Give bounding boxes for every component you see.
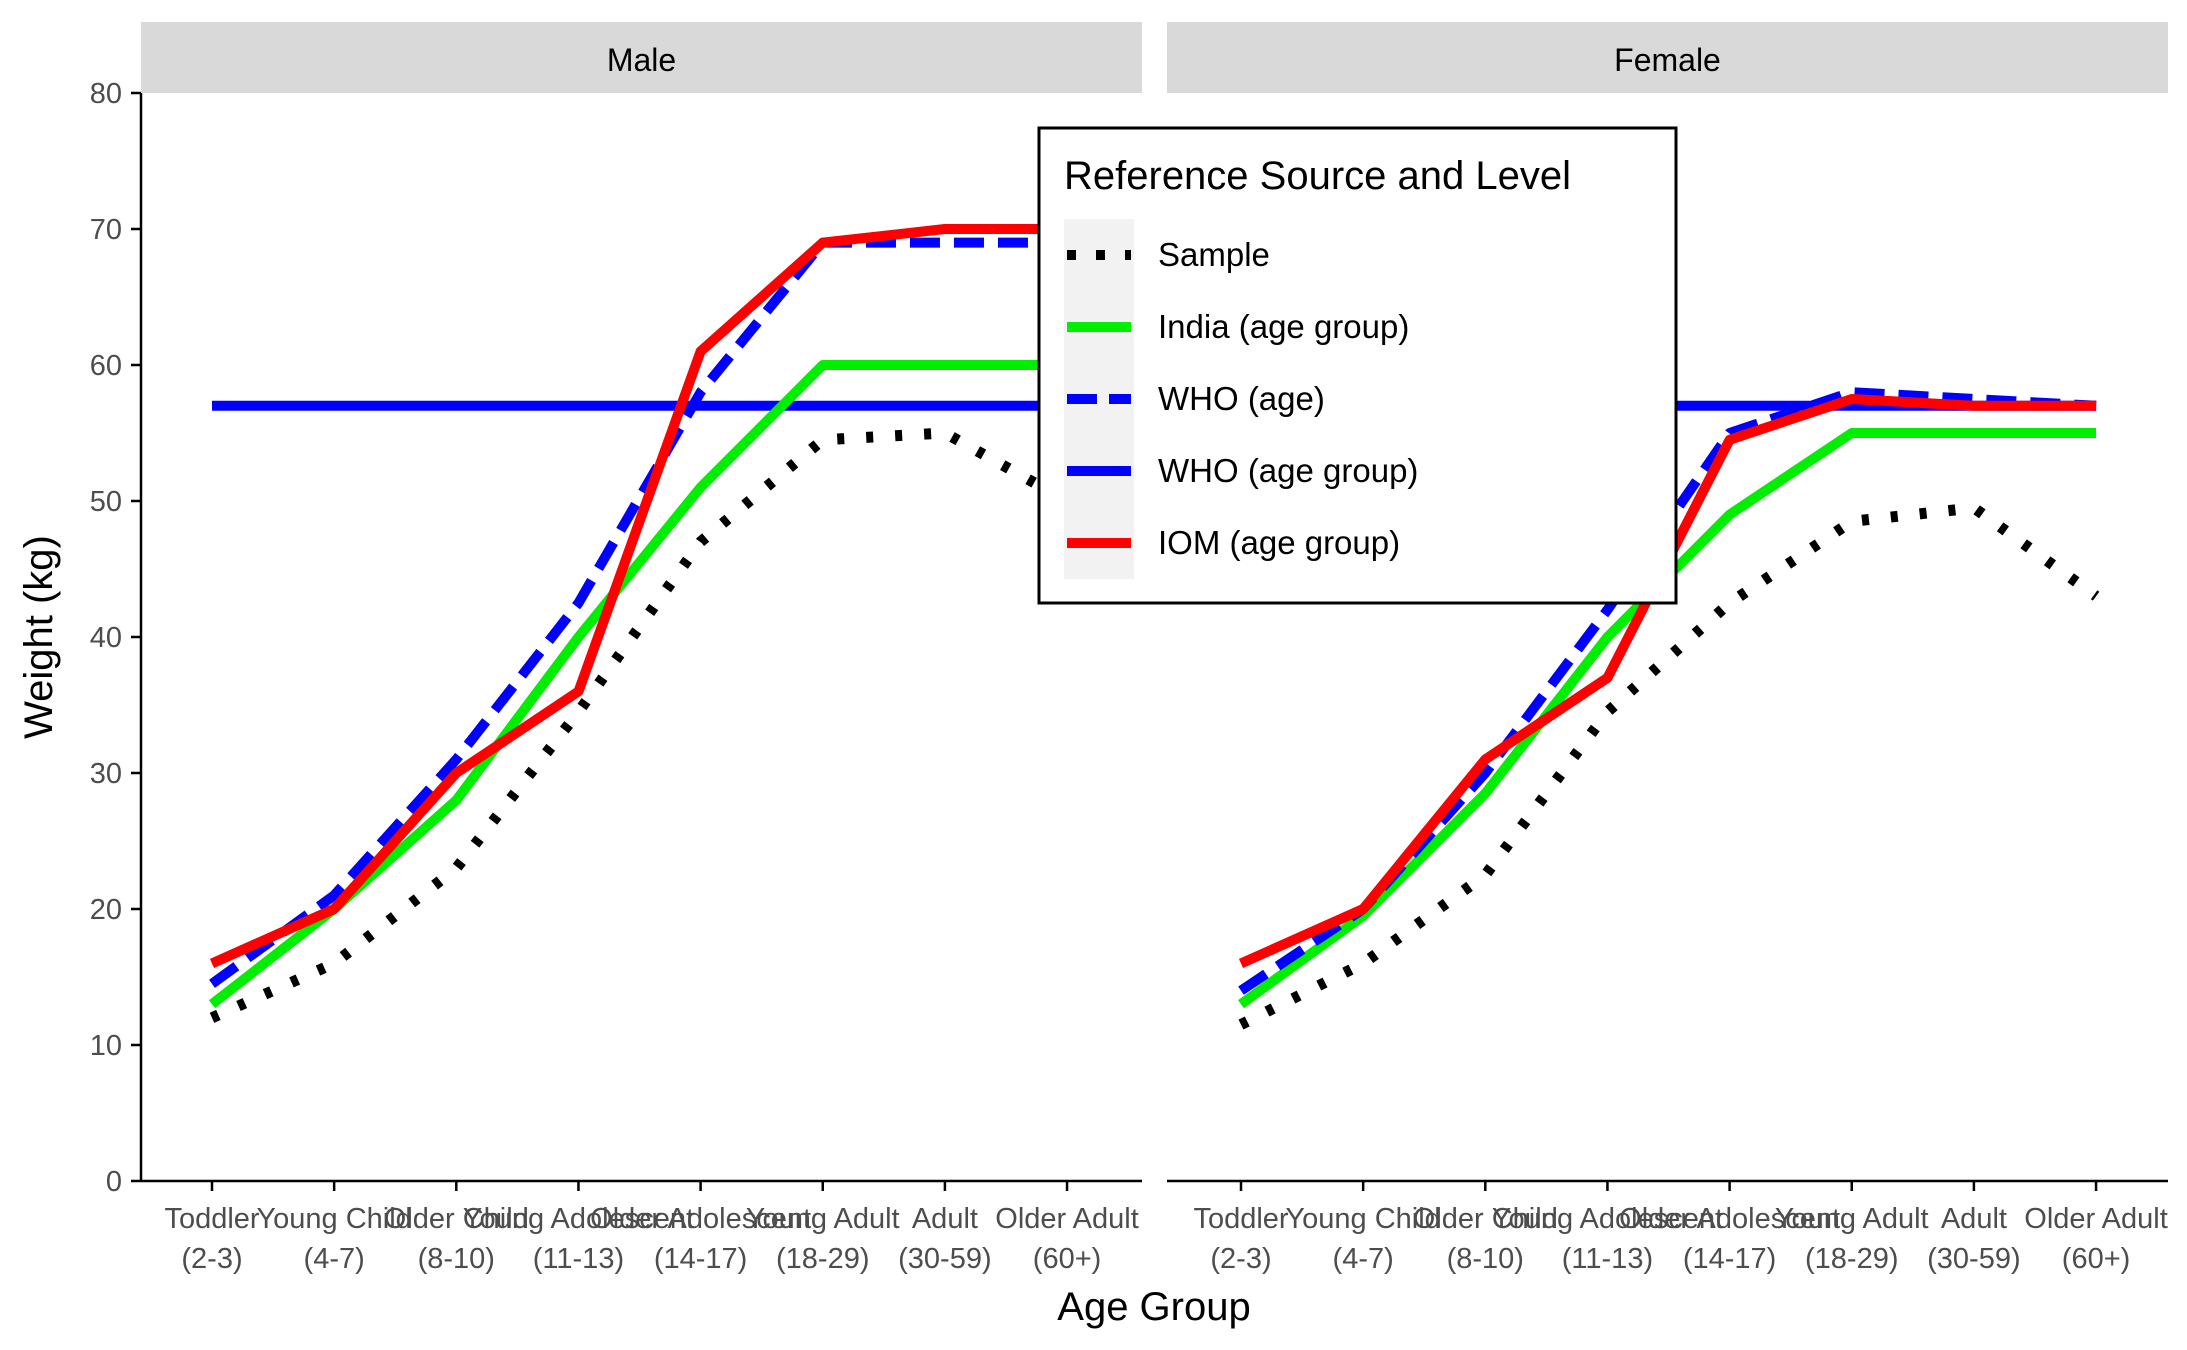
y-tick-label: 60 — [90, 350, 122, 382]
x-tick-label: Older Child — [1413, 1203, 1558, 1235]
x-tick-label: Adult — [1941, 1203, 2007, 1235]
series-line-female-sample — [1238, 502, 2100, 1030]
legend-label: Sample — [1158, 236, 1270, 273]
series-line-male-who-age — [209, 237, 1068, 988]
x-tick-label-range: (14-17) — [654, 1243, 748, 1275]
x-tick-label: Older Adult — [995, 1203, 1138, 1235]
y-tick-label: 20 — [90, 894, 122, 926]
x-tick-label-range: (4-7) — [304, 1243, 365, 1275]
x-tick-label-range: (8-10) — [1447, 1243, 1524, 1275]
x-tick-label: Young Adult — [746, 1203, 900, 1235]
panel-strip-male: Male — [141, 22, 1142, 93]
legend-entries: Sample India (age group) WHO (age) WHO (age… — [1067, 236, 1418, 561]
x-tick-label: Toddler — [1193, 1203, 1288, 1235]
panel-strip-female: Female — [1167, 22, 2168, 93]
x-tick-label: Older Adolescent — [590, 1203, 811, 1235]
x-tick-label-range: (8-10) — [418, 1243, 495, 1275]
legend-label: WHO (age group) — [1158, 452, 1418, 489]
legend: Reference Source and Level Sample India (… — [1037, 126, 1678, 605]
x-tick-label-range: (60+) — [2062, 1243, 2131, 1275]
x-tick-label: Adult — [912, 1203, 978, 1235]
series-line-male-sample — [209, 427, 1070, 1023]
x-tick-label: Toddler — [164, 1203, 259, 1235]
y-tick-label: 30 — [90, 758, 122, 790]
x-tick-label-range: (18-29) — [1805, 1243, 1899, 1275]
x-tick-label: Young Adult — [1775, 1203, 1929, 1235]
strip-background — [141, 22, 1142, 93]
x-axis-title: Age Group — [1057, 1285, 1250, 1329]
x-tick-label: Young Adolescent — [463, 1203, 694, 1235]
x-tick-label-range: (2-3) — [181, 1243, 242, 1275]
strip-label-female: Female — [1614, 42, 1721, 78]
strip-label-male: Male — [607, 42, 676, 78]
y-tick-label: 50 — [90, 486, 122, 518]
y-axis-ticks: 0 10 20 30 40 50 60 70 80 — [90, 78, 141, 1198]
x-tick-label: Young Child — [256, 1203, 411, 1235]
x-tick-label-range: (14-17) — [1683, 1243, 1777, 1275]
x-tick-label-range: (30-59) — [898, 1243, 992, 1275]
y-axis-title: Weight (kg) — [17, 535, 61, 739]
y-tick-label: 80 — [90, 78, 122, 110]
y-tick-label: 40 — [90, 622, 122, 654]
y-tick-label: 70 — [90, 214, 122, 246]
x-tick-label: Older Adult — [2024, 1203, 2167, 1235]
legend-label: IOM (age group) — [1158, 524, 1400, 561]
x-tick-label-range: (11-13) — [1562, 1243, 1653, 1275]
x-tick-label: Young Child — [1285, 1203, 1440, 1235]
y-tick-label: 10 — [90, 1030, 122, 1062]
strip-background — [1167, 22, 2168, 93]
x-tick-label-range: (18-29) — [776, 1243, 870, 1275]
x-tick-label: Older Adolescent — [1619, 1203, 1840, 1235]
x-tick-label-range: (4-7) — [1333, 1243, 1394, 1275]
x-tick-label: Young Adolescent — [1492, 1203, 1723, 1235]
legend-label: WHO (age) — [1158, 380, 1325, 417]
x-tick-label: Older Child — [384, 1203, 529, 1235]
legend-box — [1037, 126, 1678, 605]
x-tick-label-range: (30-59) — [1927, 1243, 2021, 1275]
legend-label: India (age group) — [1158, 308, 1409, 345]
y-tick-label: 0 — [106, 1166, 122, 1198]
x-tick-label-range: (60+) — [1033, 1243, 1102, 1275]
x-tick-label-range: (11-13) — [533, 1243, 624, 1275]
x-axis-ticks: Toddler(2-3)Young Child(4-7)Older Child(… — [164, 1181, 2168, 1275]
legend-title: Reference Source and Level — [1064, 154, 1571, 198]
series-line-male-iom-age-group — [209, 224, 1068, 968]
x-tick-label-range: (2-3) — [1210, 1243, 1271, 1275]
